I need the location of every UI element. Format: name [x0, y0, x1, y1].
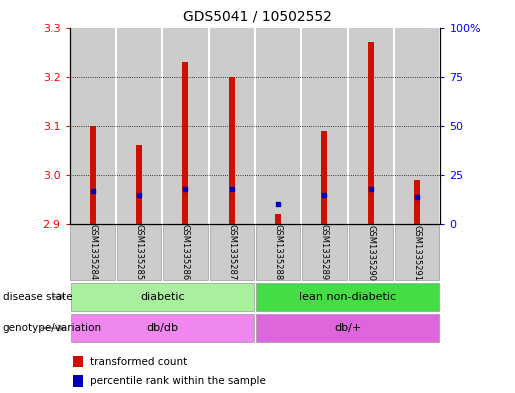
- Text: GSM1335285: GSM1335285: [134, 224, 144, 281]
- Bar: [256, 224, 300, 281]
- Bar: [256, 314, 439, 342]
- Bar: [275, 214, 281, 224]
- Bar: [117, 224, 161, 281]
- Text: GSM1335288: GSM1335288: [273, 224, 283, 281]
- Bar: [395, 28, 439, 224]
- Bar: [163, 224, 208, 281]
- Bar: [256, 28, 300, 224]
- Text: genotype/variation: genotype/variation: [3, 323, 101, 333]
- Bar: [71, 283, 253, 311]
- Bar: [256, 283, 439, 311]
- Bar: [73, 375, 82, 387]
- Bar: [321, 130, 328, 224]
- Bar: [229, 77, 235, 224]
- Text: GSM1335286: GSM1335286: [181, 224, 190, 281]
- Text: GSM1335289: GSM1335289: [320, 224, 329, 281]
- Bar: [210, 224, 254, 281]
- Bar: [302, 224, 347, 281]
- Text: db/db: db/db: [146, 323, 178, 333]
- Text: diabetic: diabetic: [140, 292, 184, 302]
- Bar: [71, 28, 115, 224]
- Bar: [349, 224, 393, 281]
- Text: transformed count: transformed count: [90, 356, 187, 367]
- Bar: [136, 145, 142, 224]
- Bar: [414, 180, 420, 224]
- Text: percentile rank within the sample: percentile rank within the sample: [90, 376, 266, 386]
- Bar: [90, 126, 96, 224]
- Bar: [71, 224, 115, 281]
- Text: GSM1335284: GSM1335284: [88, 224, 97, 281]
- Text: GDS5041 / 10502552: GDS5041 / 10502552: [183, 10, 332, 24]
- Text: GSM1335290: GSM1335290: [366, 224, 375, 281]
- Bar: [182, 62, 188, 224]
- Bar: [395, 224, 439, 281]
- Text: disease state: disease state: [3, 292, 72, 302]
- Bar: [349, 28, 393, 224]
- Text: lean non-diabetic: lean non-diabetic: [299, 292, 396, 302]
- Bar: [368, 42, 374, 224]
- Bar: [163, 28, 208, 224]
- Text: GSM1335287: GSM1335287: [227, 224, 236, 281]
- Bar: [73, 356, 82, 367]
- Text: db/+: db/+: [334, 323, 361, 333]
- Bar: [302, 28, 347, 224]
- Bar: [117, 28, 161, 224]
- Bar: [210, 28, 254, 224]
- Text: GSM1335291: GSM1335291: [413, 224, 422, 281]
- Bar: [71, 314, 253, 342]
